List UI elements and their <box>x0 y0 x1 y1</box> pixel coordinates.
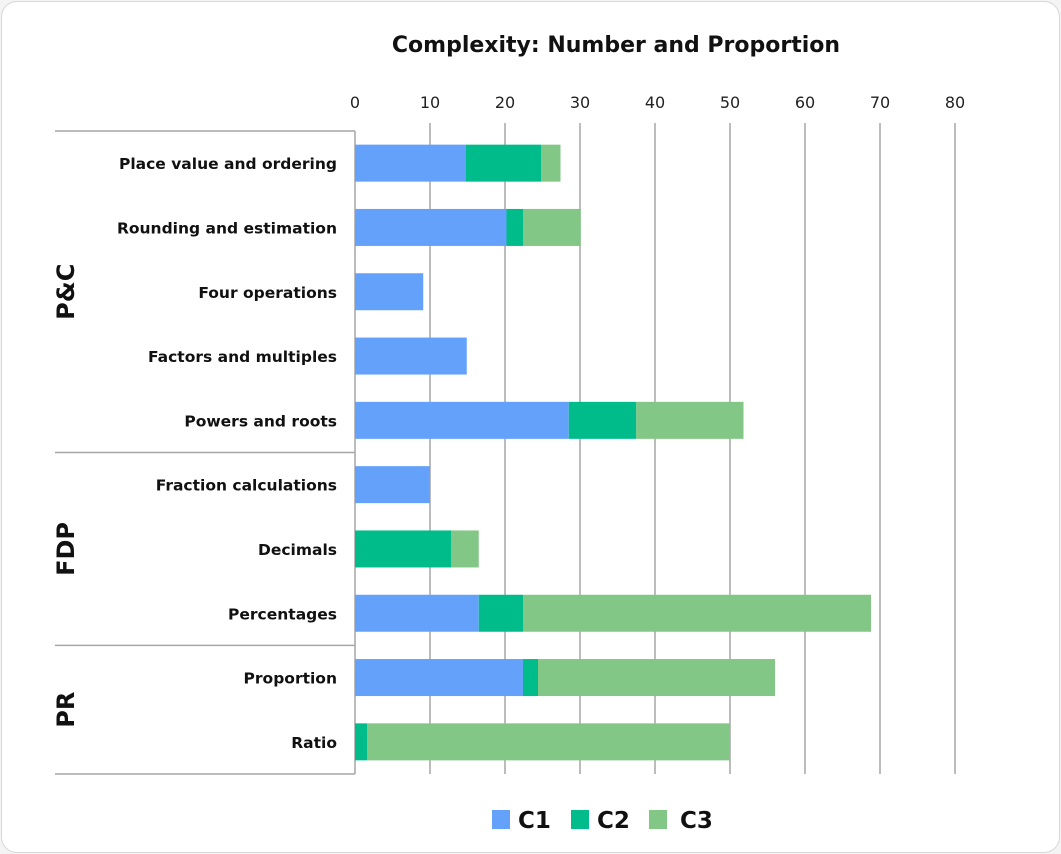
group-label: FDP <box>52 522 80 576</box>
bar-segment-c1 <box>355 659 523 697</box>
chart-title: Complexity: Number and Proportion <box>392 33 840 58</box>
bar-segment-c3 <box>523 208 581 246</box>
category-label: Rounding and estimation <box>117 219 337 237</box>
category-label: Fraction calculations <box>156 477 337 495</box>
category-label: Decimals <box>258 541 337 559</box>
legend-swatch-c2 <box>571 810 589 829</box>
x-tick-label: 0 <box>350 93 360 112</box>
bar-segment-c1 <box>355 466 430 504</box>
bar-segment-c1 <box>355 337 467 375</box>
bar-segment-c3 <box>636 401 744 439</box>
bar-segment-c2 <box>355 530 451 568</box>
bar-segment-c3 <box>367 723 730 761</box>
legend-label: C3 <box>680 808 713 834</box>
bar-segment-c1 <box>355 401 569 439</box>
bar-segment-c1 <box>355 208 507 246</box>
bar-segment-c3 <box>538 659 775 697</box>
category-label: Powers and roots <box>184 412 337 430</box>
category-label: Place value and ordering <box>119 155 337 173</box>
group-label: PR <box>52 692 80 728</box>
category-label: Ratio <box>291 734 337 752</box>
bar-segment-c2 <box>506 208 523 246</box>
bar-segment-c1 <box>355 594 479 632</box>
bar-segment-c1 <box>355 273 424 311</box>
x-tick-label: 70 <box>870 93 890 112</box>
bar-segment-c2 <box>478 594 523 632</box>
bar-segment-c2 <box>568 401 637 439</box>
x-tick-label: 50 <box>720 93 740 112</box>
x-tick-label: 30 <box>570 93 590 112</box>
category-label: Four operations <box>198 284 337 302</box>
x-tick-label: 60 <box>795 93 815 112</box>
legend-label: C1 <box>518 808 551 834</box>
bar-segment-c2 <box>355 723 367 761</box>
category-label: Percentages <box>228 605 337 623</box>
category-label: Proportion <box>244 670 337 688</box>
bar-segment-c2 <box>466 144 541 182</box>
x-tick-label: 20 <box>495 93 515 112</box>
category-label: Factors and multiples <box>148 348 337 366</box>
legend-label: C2 <box>597 808 630 834</box>
x-tick-label: 80 <box>945 93 965 112</box>
bar-segment-c3 <box>541 144 561 182</box>
legend-swatch-c3 <box>649 810 667 829</box>
bar-segment-c3 <box>451 530 479 568</box>
x-tick-label: 40 <box>645 93 665 112</box>
bar-segment-c1 <box>355 144 466 182</box>
bar-segment-c2 <box>523 659 538 697</box>
bar-segment-c3 <box>523 594 871 632</box>
legend-swatch-c1 <box>492 810 510 829</box>
group-label: P&C <box>52 264 80 320</box>
x-tick-label: 10 <box>420 93 440 112</box>
